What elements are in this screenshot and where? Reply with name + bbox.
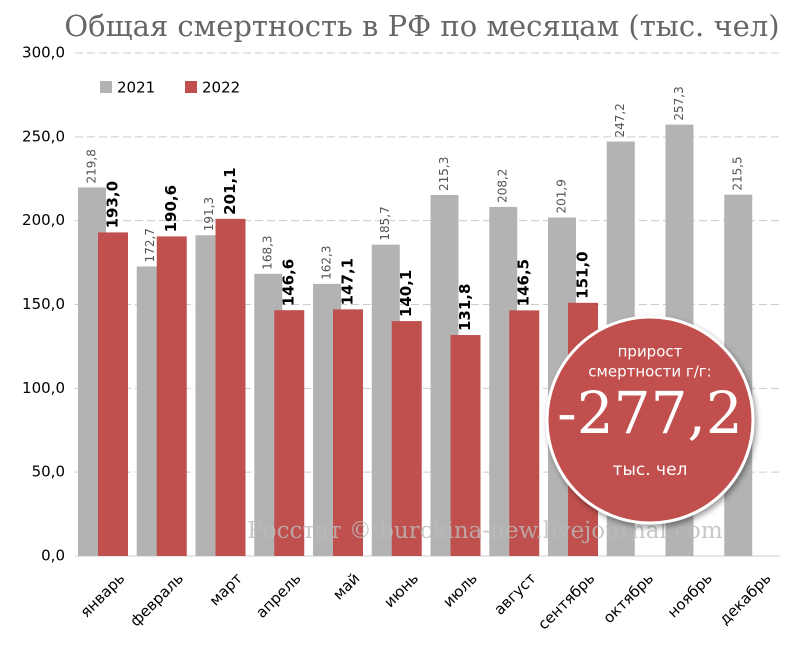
value-label-bold: 131,8	[456, 284, 474, 331]
x-tick-label: ноябрь	[664, 569, 716, 621]
x-tick-label: февраль	[126, 569, 187, 630]
legend-label: 2021	[117, 79, 155, 97]
annotation-text: прирост	[618, 343, 683, 361]
annotation-text: тыс. чел	[613, 460, 688, 480]
value-label: 215,3	[437, 157, 451, 191]
value-label: 172,7	[143, 228, 157, 262]
chart-title: Общая смертность в РФ по месяцам (тыс. ч…	[64, 9, 779, 43]
value-label: 257,3	[672, 86, 686, 120]
value-label: 185,7	[378, 206, 392, 240]
value-label-bold: 140,1	[397, 270, 415, 317]
value-label: 219,8	[85, 149, 99, 183]
bar	[98, 232, 128, 557]
x-tick-label: октябрь	[599, 569, 657, 627]
x-tick-label: июнь	[380, 569, 422, 611]
x-tick-label: апрель	[252, 569, 304, 621]
bar	[509, 310, 540, 556]
value-label: 201,9	[555, 179, 569, 213]
value-label: 208,2	[496, 169, 510, 203]
y-tick-label: 0,0	[41, 547, 65, 565]
value-label: 247,2	[613, 103, 627, 137]
x-tick-label: август	[490, 569, 540, 619]
y-tick-label: 300,0	[22, 44, 65, 62]
x-tick-label: декабрь	[716, 569, 775, 628]
bar	[450, 335, 481, 556]
annotation-text: смертности г/г:	[588, 363, 711, 381]
x-tick-label: март	[206, 569, 246, 609]
bar	[156, 236, 187, 556]
value-label: 215,5	[731, 156, 745, 190]
value-label: 162,3	[320, 246, 334, 280]
legend-swatch	[100, 81, 112, 93]
bar	[274, 310, 305, 556]
value-label-bold: 151,0	[574, 251, 592, 298]
value-label-bold: 190,6	[162, 185, 180, 232]
value-label: 168,3	[261, 235, 275, 269]
bar	[215, 218, 246, 556]
annotation: прирост смертности г/г: -277,2 тыс. чел	[545, 315, 755, 525]
value-label-bold: 146,6	[280, 259, 298, 306]
y-tick-label: 50,0	[32, 463, 65, 481]
y-tick-label: 150,0	[22, 295, 65, 313]
bar	[333, 309, 363, 556]
annotation-value: -277,2	[557, 379, 743, 447]
x-tick-label: сентябрь	[534, 569, 598, 633]
bar	[391, 321, 422, 556]
annotation-circle	[545, 315, 755, 525]
value-label-bold: 193,0	[104, 181, 122, 228]
x-tick-label: январь	[77, 569, 129, 621]
legend-swatch	[185, 81, 197, 93]
x-tick-label: май	[329, 569, 363, 603]
value-label-bold: 146,5	[515, 259, 533, 306]
y-tick-label: 200,0	[22, 211, 65, 229]
value-label: 191,3	[202, 197, 216, 231]
value-label-bold: 201,1	[221, 167, 239, 214]
y-tick-label: 250,0	[22, 127, 65, 145]
value-label-bold: 147,1	[339, 258, 357, 305]
y-tick-label: 100,0	[22, 379, 65, 397]
legend-label: 2022	[202, 79, 240, 97]
x-tick-label: июль	[439, 569, 481, 611]
